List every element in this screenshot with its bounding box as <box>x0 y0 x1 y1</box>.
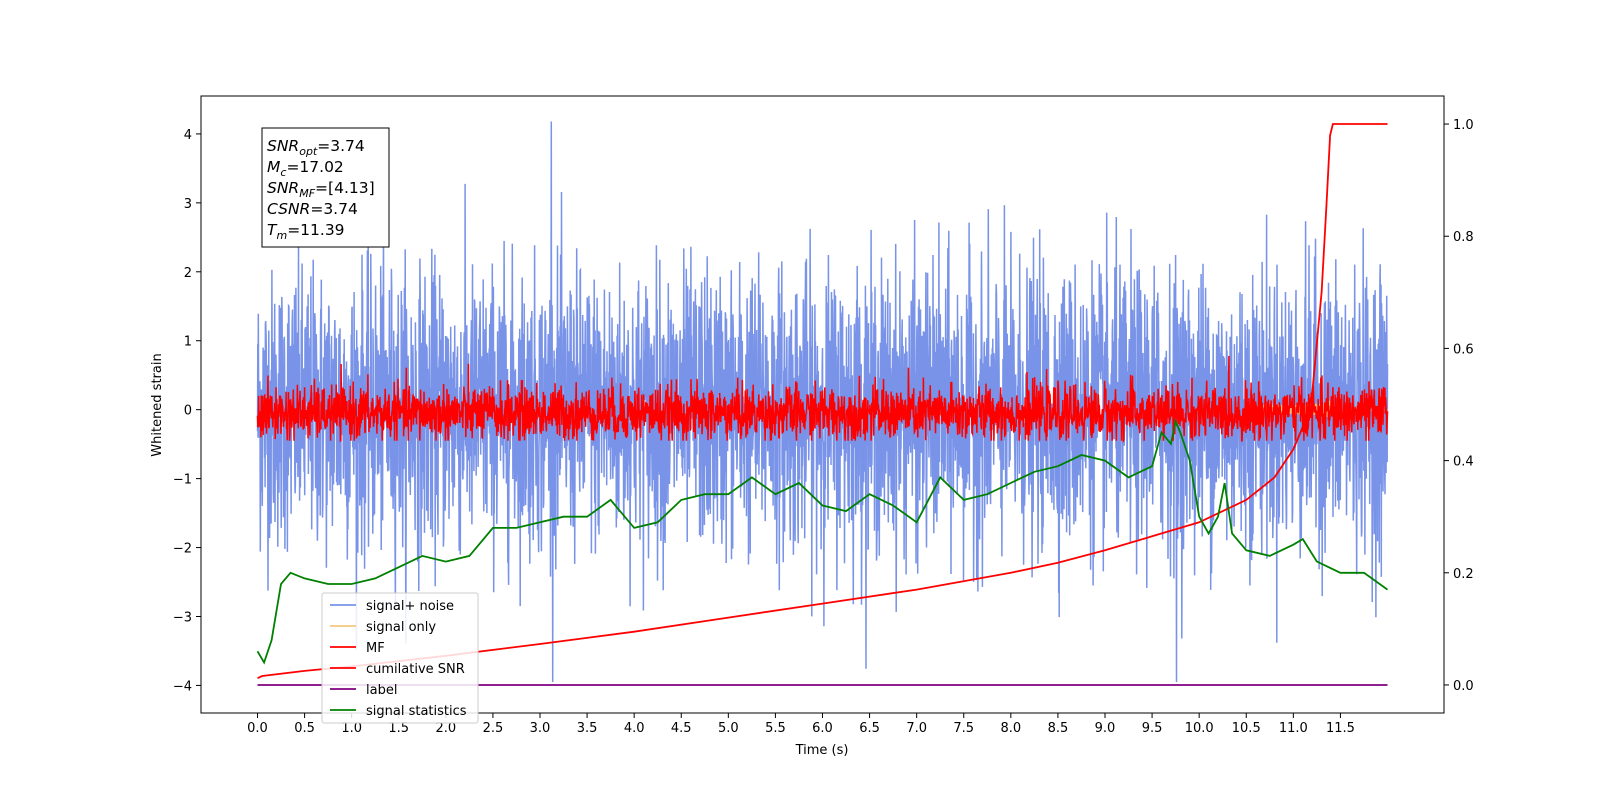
legend-label: label <box>366 683 397 698</box>
info-box-frame <box>261 127 390 248</box>
x-tick-label: 8.0 <box>1000 721 1021 736</box>
info-box: SNRopt=3.74Mc=17.02SNRMF=[4.13]CSNR=3.74… <box>261 127 390 248</box>
y-axis-left: −4 −3 −2 −1 0 1 2 3 4 <box>173 128 201 694</box>
x-tick-label: 11.5 <box>1326 721 1355 736</box>
x-axis-label: Time (s) <box>795 743 849 758</box>
info-line: SNRopt=3.74 <box>267 137 365 158</box>
x-tick-label: 7.0 <box>906 721 927 736</box>
x-tick-label: 9.5 <box>1142 721 1163 736</box>
x-tick-label: 5.0 <box>718 721 739 736</box>
x-tick-label: 11.0 <box>1279 721 1308 736</box>
info-line: Tm=11.39 <box>267 221 345 242</box>
x-tick-label: 2.5 <box>483 721 504 736</box>
x-tick-label: 2.0 <box>435 721 456 736</box>
series-mf <box>256 355 1389 443</box>
y-left-tick-label: −3 <box>173 610 192 625</box>
y-right-tick-label: 0.4 <box>1453 455 1474 470</box>
series-signal-statistics <box>256 418 1389 665</box>
info-line: SNRMF=[4.13] <box>267 179 375 200</box>
y-left-tick-label: 2 <box>184 266 192 281</box>
y-right-tick-label: 0.6 <box>1453 342 1474 357</box>
y-left-tick-label: 1 <box>184 335 192 350</box>
x-tick-label: 6.0 <box>812 721 833 736</box>
x-tick-label: 0.0 <box>247 721 268 736</box>
y-axis-label: Whitened strain <box>150 353 165 456</box>
y-left-tick-label: −1 <box>173 473 192 488</box>
x-tick-label: 8.5 <box>1048 721 1069 736</box>
x-tick-label: 4.5 <box>671 721 692 736</box>
legend-label: signal statistics <box>366 704 467 719</box>
x-tick-label: 5.5 <box>765 721 786 736</box>
x-tick-label: 0.5 <box>294 721 315 736</box>
y-left-tick-label: −2 <box>173 542 192 557</box>
y-left-tick-label: 4 <box>184 128 192 143</box>
x-tick-label: 10.0 <box>1185 721 1214 736</box>
x-tick-label: 3.0 <box>530 721 551 736</box>
x-tick-label: 10.5 <box>1232 721 1261 736</box>
x-tick-label: 1.5 <box>388 721 409 736</box>
x-tick-label: 1.0 <box>341 721 362 736</box>
info-line: CSNR=3.74 <box>267 200 358 218</box>
y-right-tick-label: 0.8 <box>1453 230 1474 245</box>
legend-label: cumilative SNR <box>366 662 465 677</box>
legend: signal+ noise signal only MF cumilative SNR… <box>321 592 479 724</box>
x-tick-label: 4.0 <box>624 721 645 736</box>
x-tick-label: 6.5 <box>859 721 880 736</box>
y-right-tick-label: 0.2 <box>1453 567 1474 582</box>
y-right-tick-label: 1.0 <box>1453 118 1474 133</box>
x-tick-label: 3.5 <box>577 721 598 736</box>
y-left-tick-label: 3 <box>184 197 192 212</box>
x-axis: 0.0 0.5 1.0 1.5 2.0 2.5 3.0 3.5 4.0 4.5 5.0 5.5 6.0 6… <box>247 713 1355 736</box>
y-right-tick-label: 0.0 <box>1453 679 1474 694</box>
y-left-tick-label: 0 <box>184 404 192 419</box>
y-left-tick-label: −4 <box>173 679 192 694</box>
legend-label: MF <box>366 641 385 656</box>
x-tick-label: 9.0 <box>1095 721 1116 736</box>
x-tick-label: 7.5 <box>953 721 974 736</box>
y-axis-right: 0.0 0.2 0.4 0.6 0.8 1.0 <box>1444 118 1474 694</box>
legend-label: signal only <box>366 620 436 635</box>
info-line: Mc=17.02 <box>267 158 344 179</box>
legend-frame <box>321 592 479 724</box>
legend-label: signal+ noise <box>366 599 454 614</box>
